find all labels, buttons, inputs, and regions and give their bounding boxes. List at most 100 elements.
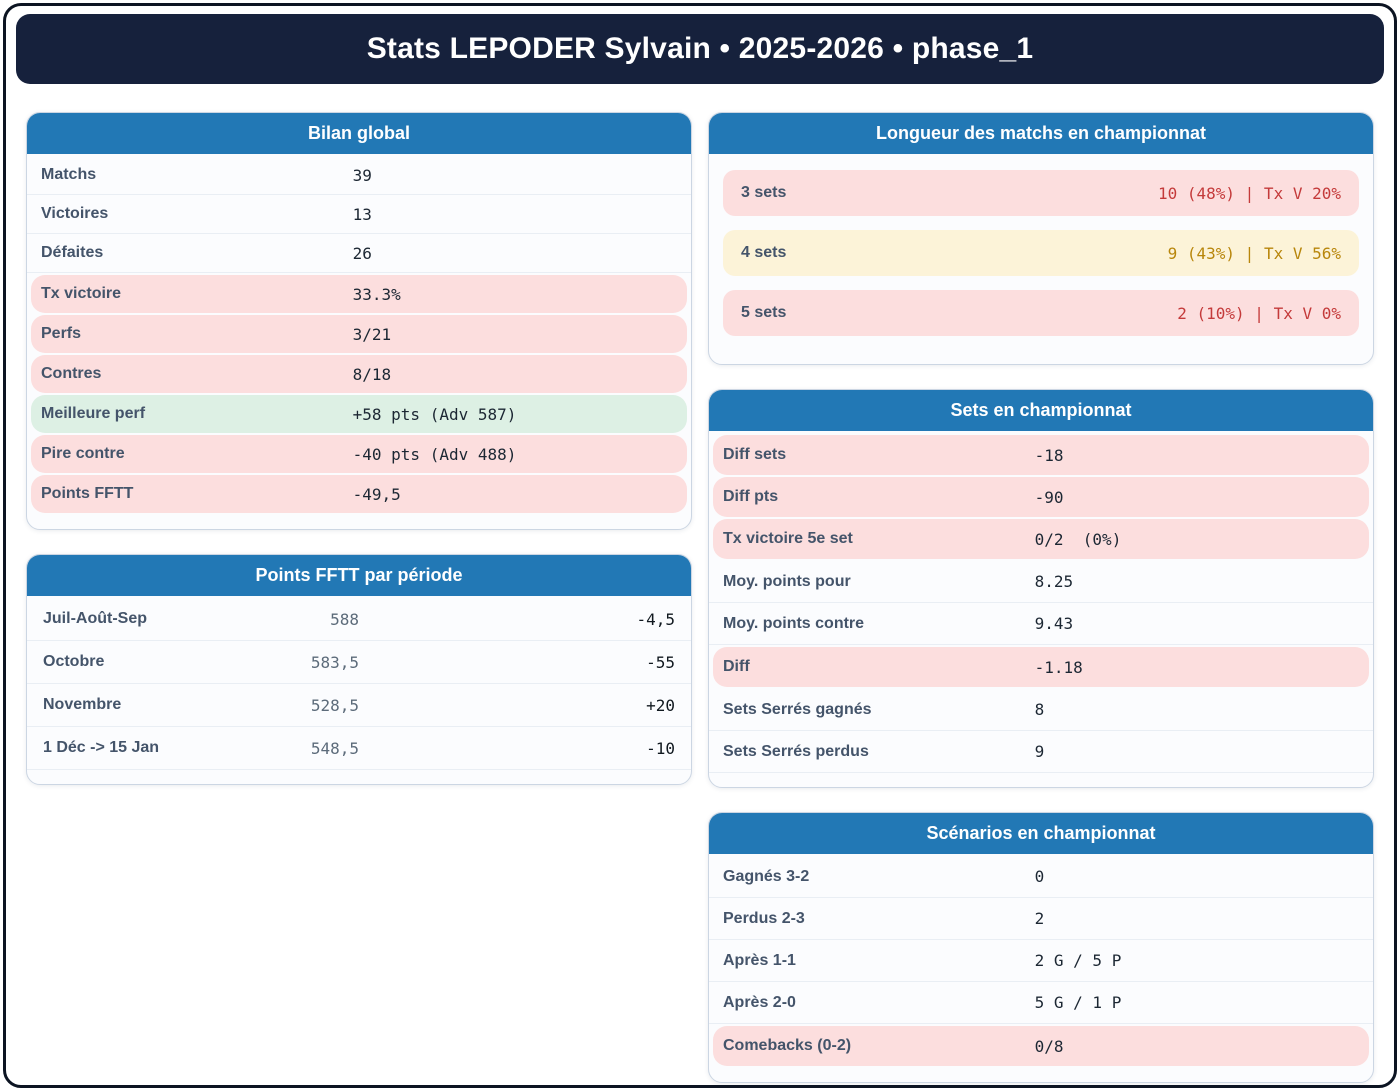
stat-value: 8/18	[352, 364, 392, 384]
stat-value: 2 G / 5 P	[1034, 951, 1122, 970]
card-scenarios-championnat: Scénarios en championnat Gagnés 3-2 0 Pe…	[708, 812, 1374, 1083]
stat-row-diff-pts: Diff pts -90	[713, 477, 1369, 517]
periode-left-group: 1 Déc -> 15 Jan 548,5	[43, 739, 359, 758]
stat-row-comebacks-0-2: Comebacks (0-2) 0/8	[713, 1026, 1369, 1066]
stat-row-moy-points-pour: Moy. points pour 8.25	[709, 561, 1373, 603]
periode-points: 588	[330, 609, 359, 629]
stat-row-pire-contre: Pire contre -40 pts (Adv 488)	[31, 435, 687, 473]
card-sets-championnat: Sets en championnat Diff sets -18 Diff p…	[708, 389, 1374, 788]
stat-row-diff: Diff -1.18	[713, 647, 1369, 687]
card-bilan-global: Bilan global Matchs 39 Victoires 13 Défa…	[26, 112, 692, 530]
periode-left-group: Juil-Août-Sep 588	[43, 610, 359, 629]
stat-row-gagnes-3-2: Gagnés 3-2 0	[709, 856, 1373, 898]
match-length-value: 9 (43%) | Tx V 56%	[1167, 243, 1341, 263]
match-length-value: 10 (48%) | Tx V 20%	[1157, 183, 1341, 203]
periode-left-group: Novembre 528,5	[43, 696, 359, 715]
stat-label: Perdus 2-3	[723, 909, 805, 927]
card-body-longueur: 3 sets 10 (48%) | Tx V 20% 4 sets 9 (43%…	[709, 154, 1373, 364]
periode-points: 528,5	[310, 695, 359, 715]
stat-label: Diff	[723, 658, 750, 675]
match-length-label: 5 sets	[741, 304, 787, 321]
stat-value: 0/2 (0%)	[1034, 529, 1122, 549]
card-longueur-matchs: Longueur des matchs en championnat 3 set…	[708, 112, 1374, 365]
card-header-scenarios: Scénarios en championnat	[709, 813, 1373, 854]
stat-row-contres: Contres 8/18	[31, 355, 687, 393]
stat-value: 3/21	[352, 324, 392, 344]
stat-row-points-fftt: Points FFTT -49,5	[31, 475, 687, 513]
stat-value: -18	[1034, 445, 1064, 465]
stat-value: 8	[1034, 700, 1045, 719]
card-header-periode: Points FFTT par période	[27, 555, 691, 596]
periode-points: 583,5	[310, 652, 359, 672]
stat-row-meilleure-perf: Meilleure perf +58 pts (Adv 587)	[31, 395, 687, 433]
stats-page: Stats LEPODER Sylvain • 2025-2026 • phas…	[3, 3, 1397, 1088]
stat-value: 0	[1034, 867, 1045, 886]
match-length-label: 4 sets	[741, 244, 787, 261]
stat-value: 33.3%	[352, 284, 401, 304]
stat-row-apres-1-1: Après 1-1 2 G / 5 P	[709, 940, 1373, 982]
periode-points: 548,5	[310, 738, 359, 758]
stat-row-moy-points-contre: Moy. points contre 9.43	[709, 603, 1373, 645]
stat-row-defaites: Défaites 26	[27, 234, 691, 273]
stat-label: Sets Serrés gagnés	[723, 700, 872, 718]
stat-value: -49,5	[352, 484, 401, 504]
stat-row-tx-victoire: Tx victoire 33.3%	[31, 275, 687, 313]
stat-value: 9	[1034, 742, 1045, 761]
stat-row-diff-sets: Diff sets -18	[713, 435, 1369, 475]
stat-label: Moy. points contre	[723, 614, 865, 632]
periode-label: Octobre	[43, 653, 105, 670]
stat-label: Diff pts	[723, 488, 779, 505]
card-header-sets: Sets en championnat	[709, 390, 1373, 431]
stat-value: -40 pts (Adv 488)	[352, 444, 517, 464]
stat-value: 26	[352, 243, 372, 263]
stat-label: Tx victoire	[41, 285, 122, 302]
periode-label: Novembre	[43, 696, 122, 713]
stat-value: 9.43	[1034, 614, 1074, 633]
stat-value: -90	[1034, 487, 1064, 507]
stat-label: Moy. points pour	[723, 572, 851, 590]
stat-label: Matchs	[41, 166, 97, 183]
periode-label: Juil-Août-Sep	[43, 610, 147, 627]
card-body-sets: Diff sets -18 Diff pts -90 Tx victoire 5…	[709, 431, 1373, 787]
card-body-scenarios: Gagnés 3-2 0 Perdus 2-3 2 Après 1-1 2 G …	[709, 854, 1373, 1082]
stat-value: 39	[352, 165, 372, 185]
stat-label: Gagnés 3-2	[723, 867, 810, 885]
periode-delta: +20	[646, 695, 675, 715]
match-length-row-3-sets: 3 sets 10 (48%) | Tx V 20%	[723, 170, 1359, 216]
stat-label: Comebacks (0-2)	[723, 1037, 852, 1054]
stat-row-apres-2-0: Après 2-0 5 G / 1 P	[709, 982, 1373, 1024]
right-column: Longueur des matchs en championnat 3 set…	[708, 112, 1374, 1083]
stat-label: Défaites	[41, 244, 104, 261]
card-body-bilan: Matchs 39 Victoires 13 Défaites 26 Tx vi…	[27, 154, 691, 529]
title-bar: Stats LEPODER Sylvain • 2025-2026 • phas…	[16, 14, 1384, 84]
periode-left-group: Octobre 583,5	[43, 653, 359, 672]
card-header-longueur: Longueur des matchs en championnat	[709, 113, 1373, 154]
page-title: Stats LEPODER Sylvain • 2025-2026 • phas…	[366, 32, 1034, 65]
card-body-periode: Juil-Août-Sep 588 -4,5 Octobre 583,5 -55	[27, 596, 691, 784]
card-points-periode: Points FFTT par période Juil-Août-Sep 58…	[26, 554, 692, 785]
stat-row-tx-victoire-5e-set: Tx victoire 5e set 0/2 (0%)	[713, 519, 1369, 559]
periode-delta: -4,5	[636, 609, 675, 629]
stat-row-sets-serres-perdus: Sets Serrés perdus 9	[709, 731, 1373, 773]
stat-label: Perfs	[41, 325, 82, 342]
periode-row-octobre: Octobre 583,5 -55	[27, 641, 691, 684]
match-length-label: 3 sets	[741, 184, 787, 201]
stat-value: -1.18	[1034, 657, 1083, 677]
stat-row-perfs: Perfs 3/21	[31, 315, 687, 353]
stat-label: Sets Serrés perdus	[723, 742, 869, 760]
stat-row-victoires: Victoires 13	[27, 195, 691, 234]
stat-label: Diff sets	[723, 446, 787, 463]
stat-row-sets-serres-gagnes: Sets Serrés gagnés 8	[709, 689, 1373, 731]
stat-value: 13	[352, 204, 372, 224]
stat-label: Pire contre	[41, 445, 125, 462]
stat-value: 5 G / 1 P	[1034, 993, 1122, 1012]
stat-row-matchs: Matchs 39	[27, 156, 691, 195]
stat-value: 8.25	[1034, 572, 1074, 591]
periode-row-juil-aout-sep: Juil-Août-Sep 588 -4,5	[27, 598, 691, 641]
content-grid: Bilan global Matchs 39 Victoires 13 Défa…	[16, 84, 1384, 1083]
stat-label: Contres	[41, 365, 102, 382]
stat-label: Victoires	[41, 205, 109, 222]
match-length-row-4-sets: 4 sets 9 (43%) | Tx V 56%	[723, 230, 1359, 276]
card-header-bilan: Bilan global	[27, 113, 691, 154]
stat-label: Après 1-1	[723, 951, 796, 969]
